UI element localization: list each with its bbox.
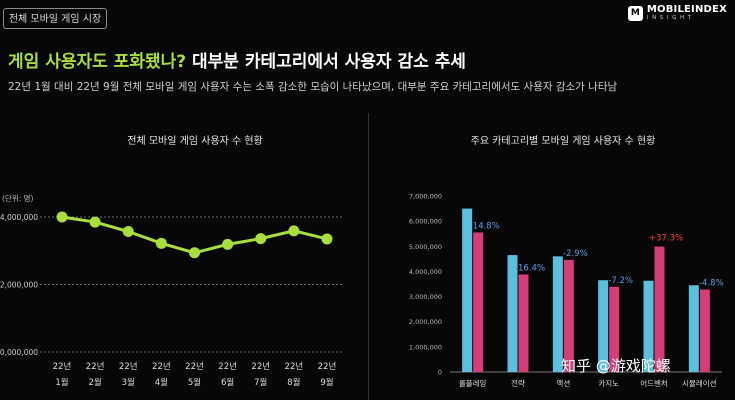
line-chart-title: 전체 모바일 게임 사용자 수 현황 bbox=[127, 136, 263, 147]
bar-rect bbox=[598, 280, 609, 372]
line-x-tick-year: 22년 bbox=[152, 361, 171, 372]
line-point bbox=[288, 225, 300, 237]
line-unit-label: (단위: 명) bbox=[2, 193, 34, 203]
line-point bbox=[222, 238, 234, 250]
bar-change-label: -16.4% bbox=[515, 263, 545, 273]
line-x-tick-month: 3월 bbox=[122, 377, 135, 388]
chart-divider bbox=[368, 113, 369, 400]
bar-x-tick-label: 액션 bbox=[556, 378, 570, 388]
bar-change-label: -14.8% bbox=[470, 221, 500, 231]
bar-rect bbox=[654, 246, 665, 372]
line-point bbox=[321, 233, 333, 245]
bar-x-tick-label: 롤플레잉 bbox=[459, 378, 487, 388]
bar-y-tick-label: 5,000,000 bbox=[409, 243, 442, 251]
bar-x-tick-label: 카지노 bbox=[598, 379, 619, 388]
line-x-tick-month: 7월 bbox=[254, 377, 267, 388]
line-x-tick-year: 22년 bbox=[185, 361, 204, 372]
bar-x-tick-label: 시뮬레이션 bbox=[682, 378, 717, 388]
brand-mark-icon: M bbox=[627, 5, 643, 21]
line-x-tick-month: 4월 bbox=[155, 377, 168, 388]
bar-rect bbox=[552, 256, 563, 372]
bar-change-label: -4.8% bbox=[699, 279, 724, 289]
brand-sub: INSIGHT bbox=[646, 15, 695, 21]
line-x-tick-year: 22년 bbox=[251, 361, 270, 372]
line-point bbox=[155, 237, 167, 249]
bar-y-tick-label: 2,000,000 bbox=[409, 318, 442, 326]
watermark: 知乎 @游戏陀螺 bbox=[561, 357, 671, 375]
bar-rect bbox=[473, 232, 484, 372]
headline-rest: 대부분 카테고리에서 사용자 감소 추세 bbox=[186, 52, 466, 72]
line-x-tick-year: 22년 bbox=[218, 361, 237, 372]
bar-y-tick-label: 4,000,000 bbox=[409, 268, 442, 276]
line-y-tick-label: 20,000,000 bbox=[0, 348, 38, 357]
bar-y-tick-label: 3,000,000 bbox=[409, 293, 442, 301]
bar-rect bbox=[699, 289, 710, 372]
line-x-tick-month: 1월 bbox=[55, 377, 68, 388]
bar-change-label: -7.2% bbox=[608, 276, 633, 286]
bar-rect bbox=[518, 274, 529, 372]
bar-x-tick-label: 어드벤처 bbox=[640, 378, 668, 388]
bar-change-label: -2.9% bbox=[563, 249, 588, 259]
section-tag: 전체 모바일 게임 시장 bbox=[3, 8, 107, 29]
line-x-tick-year: 22년 bbox=[86, 361, 105, 372]
bar-y-tick-label: 1,000,000 bbox=[409, 343, 442, 351]
line-x-tick-year: 22년 bbox=[53, 361, 72, 372]
brand-logo: M MOBILEINDEX INSIGHT bbox=[627, 4, 727, 22]
line-point bbox=[56, 211, 68, 223]
bar-change-label: +37.3% bbox=[649, 234, 683, 244]
line-x-tick-month: 5월 bbox=[188, 377, 201, 388]
line-point bbox=[89, 216, 101, 228]
page-subline: 22년 1월 대비 22년 9월 전체 모바일 게임 사용자 수는 소폭 감소한… bbox=[8, 81, 618, 93]
bar-rect bbox=[643, 280, 654, 372]
line-y-tick-label: 22,000,000 bbox=[0, 281, 38, 290]
line-point bbox=[255, 233, 267, 245]
line-x-tick-month: 2월 bbox=[89, 377, 102, 388]
line-x-tick-year: 22년 bbox=[285, 361, 304, 372]
bar-rect bbox=[462, 208, 473, 372]
bar-rect bbox=[688, 285, 699, 372]
line-x-tick-month: 6월 bbox=[221, 377, 234, 388]
page-headline: 게임 사용자도 포화됐나? 대부분 카테고리에서 사용자 감소 추세 bbox=[8, 47, 466, 72]
bar-y-tick-label: 0 bbox=[438, 369, 442, 377]
bar-y-tick-label: 7,000,000 bbox=[409, 193, 442, 201]
bar-rect bbox=[563, 259, 574, 372]
line-point bbox=[122, 226, 134, 238]
line-x-tick-year: 22년 bbox=[318, 361, 337, 372]
line-y-tick-label: 24,000,000 bbox=[0, 213, 38, 222]
brand-name: MOBILEINDEX bbox=[646, 4, 727, 15]
line-x-tick-month: 9월 bbox=[320, 377, 333, 388]
line-point bbox=[189, 247, 200, 259]
bar-y-tick-label: 6,000,000 bbox=[409, 218, 442, 226]
bar-rect bbox=[609, 286, 620, 372]
headline-highlight: 게임 사용자도 포화됐나? bbox=[8, 52, 187, 72]
line-x-tick-year: 22년 bbox=[119, 361, 138, 372]
line-x-tick-month: 8월 bbox=[287, 377, 300, 388]
bar-chart-title: 주요 카테고리별 모바일 게임 사용자 수 현황 bbox=[470, 136, 656, 147]
bar-x-tick-label: 전략 bbox=[511, 378, 525, 388]
bar-rect bbox=[507, 255, 518, 372]
